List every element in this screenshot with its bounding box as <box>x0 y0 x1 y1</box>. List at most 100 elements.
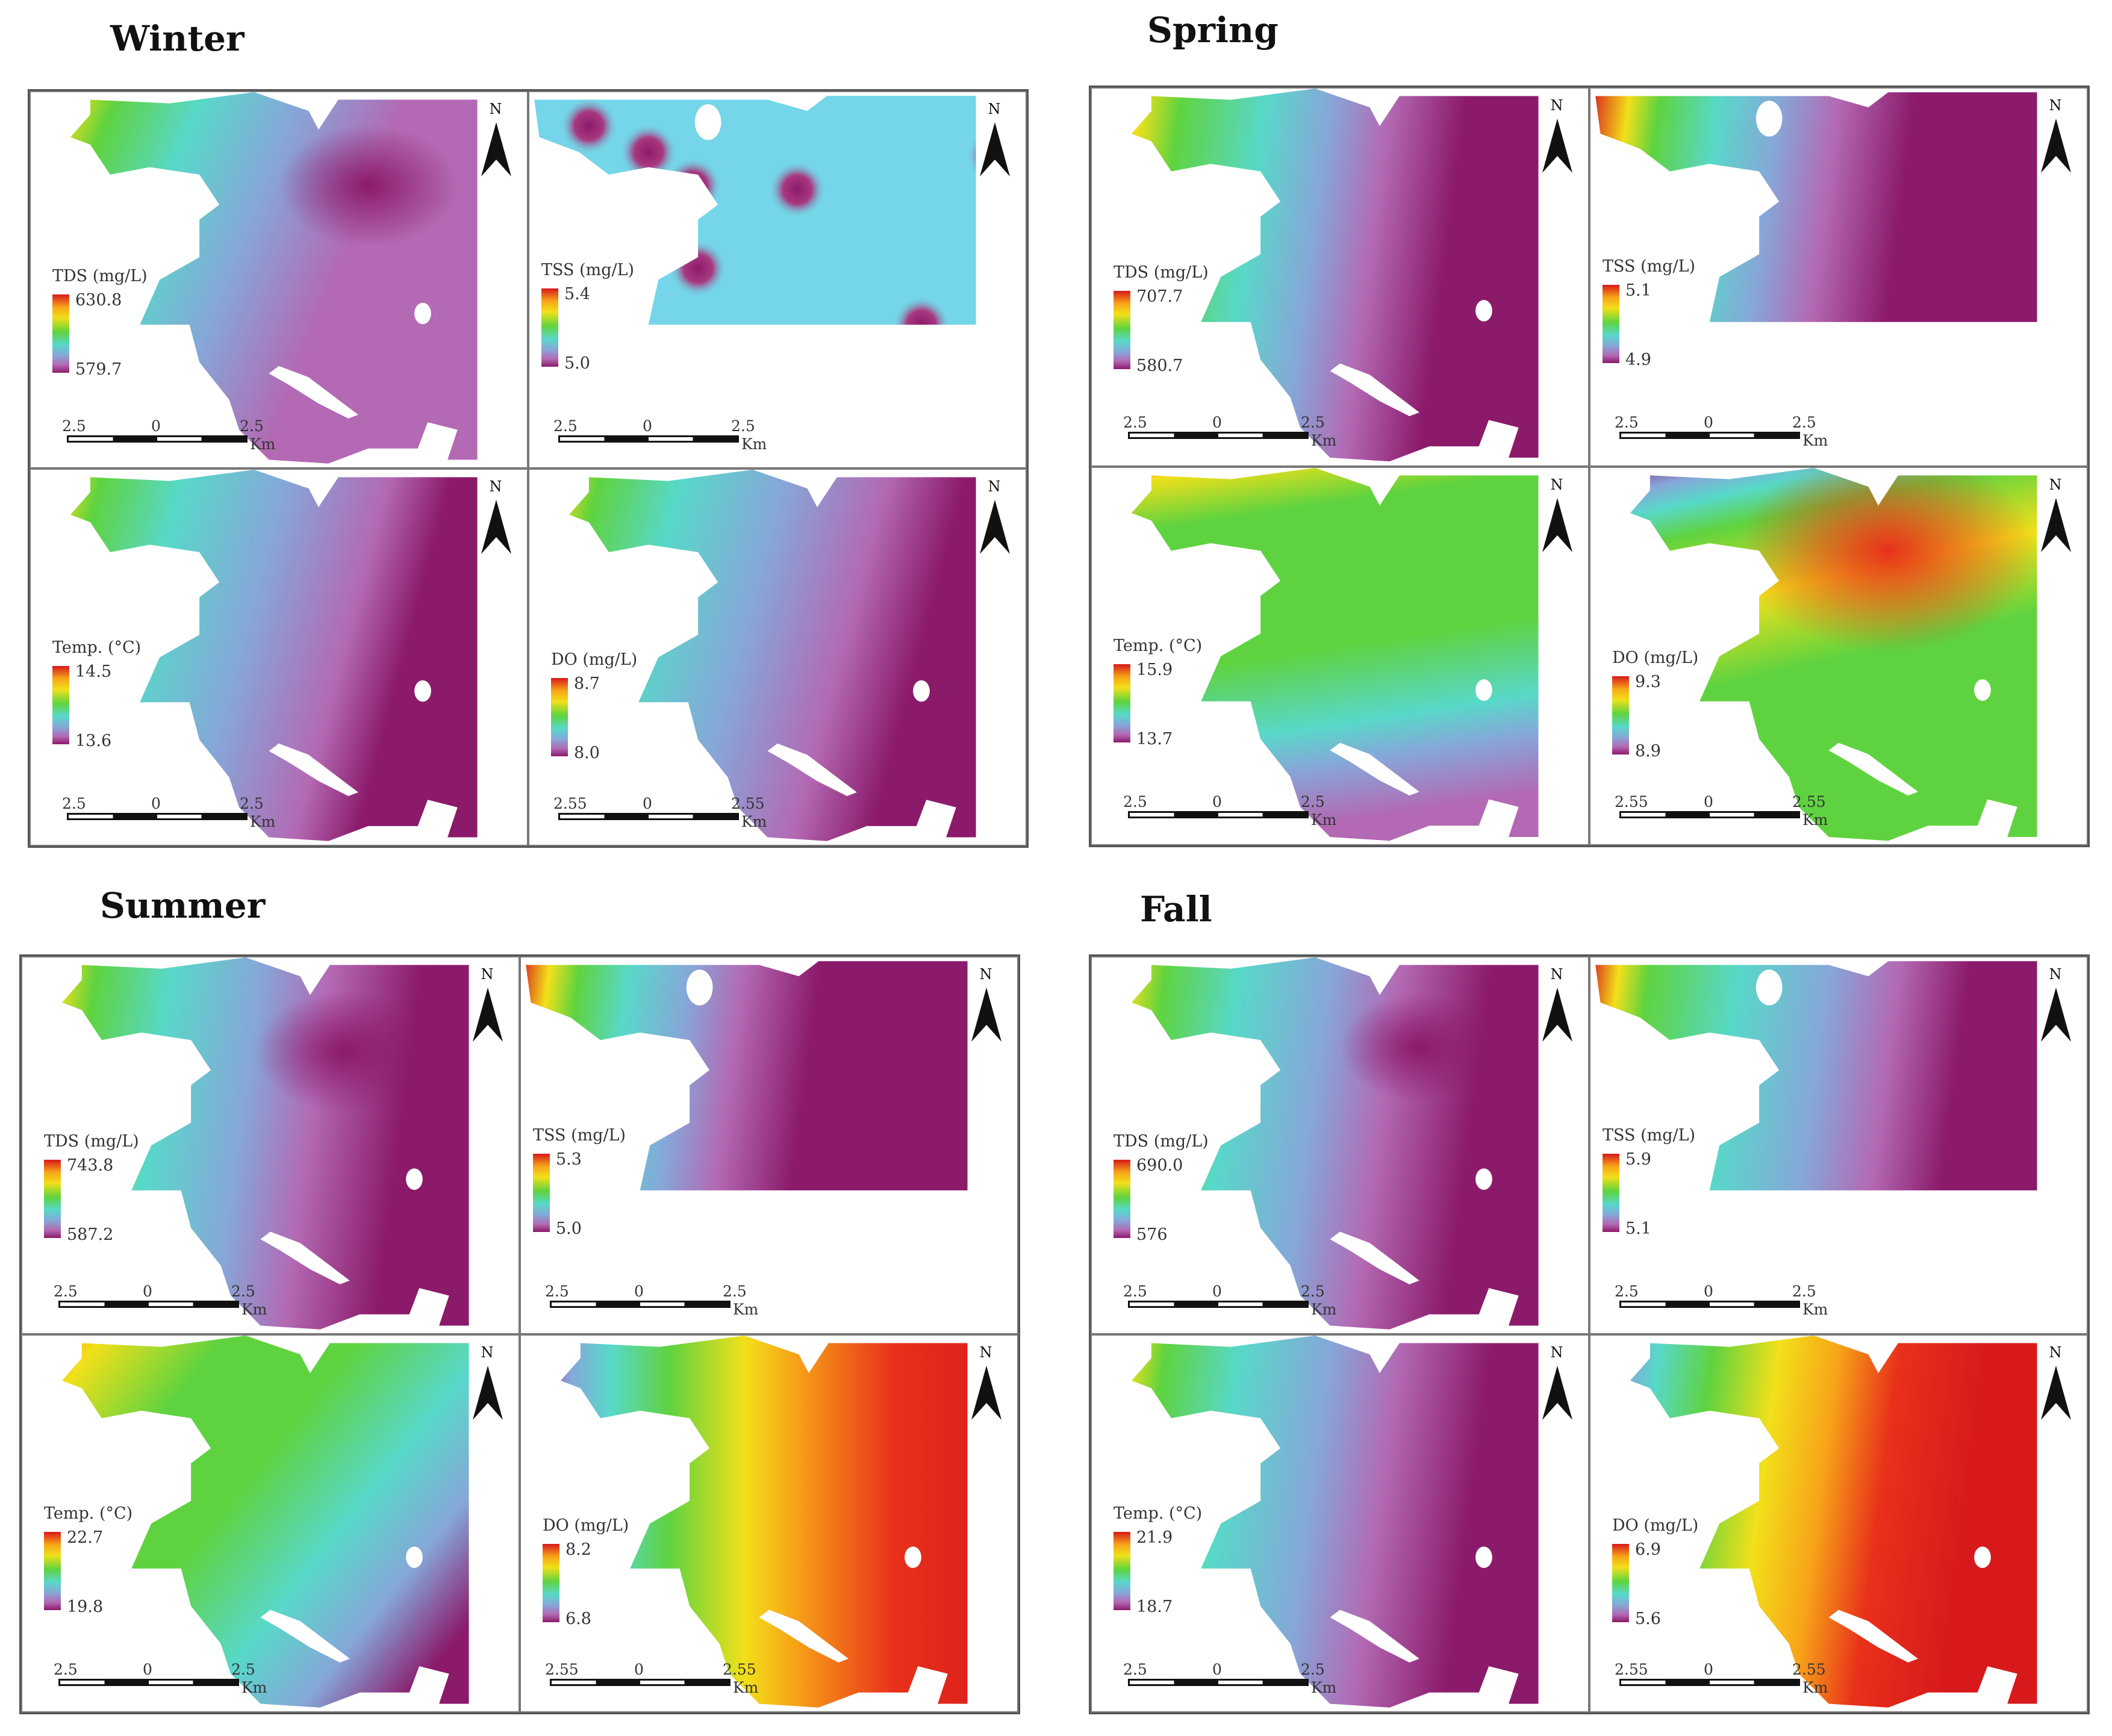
scale-mid-label: 0 <box>1704 414 1713 431</box>
island <box>269 366 358 419</box>
scale-unit: Km <box>733 1679 759 1696</box>
scale-left-label: 2.5 <box>1615 414 1639 431</box>
scale-bar-graphic <box>67 435 248 443</box>
map-panel-summer-tss: TSS (mg/L) 5.3 5.0 2.5 0 2.5 Km N <box>520 956 1018 1334</box>
legend-title: TSS (mg/L) <box>541 261 635 279</box>
scale-right-label: 2.5 <box>231 1661 255 1678</box>
scale-unit: Km <box>1311 1679 1337 1696</box>
scale-unit: Km <box>741 813 767 830</box>
scale-mid-label: 0 <box>151 795 161 812</box>
island <box>1828 742 1918 795</box>
north-arrow: N <box>478 101 514 191</box>
island <box>414 680 431 702</box>
color-ramp <box>551 678 568 756</box>
color-ramp <box>1114 1532 1130 1610</box>
scale-right-label: 2.5 <box>1792 414 1816 431</box>
scale-mid-label: 0 <box>1704 792 1713 810</box>
scale-mid-label: 0 <box>643 795 652 812</box>
scale-unit: Km <box>1802 1679 1828 1696</box>
map-panel-spring-tss: TSS (mg/L) 5.1 4.9 2.5 0 2.5 Km N <box>1589 87 2088 467</box>
scale-left-label: 2.5 <box>62 417 86 435</box>
legend-title: Temp. (°C) <box>1114 1504 1203 1523</box>
scale-bar-graphic <box>550 1679 730 1686</box>
scale-right-label: 2.5 <box>1301 792 1325 810</box>
scale-right-label: 2.5 <box>231 1283 255 1300</box>
north-arrow: N <box>2037 97 2073 187</box>
legend-max: 8.2 <box>565 1540 591 1559</box>
north-arrow-icon <box>971 988 1001 1042</box>
legend-min: 5.0 <box>564 354 590 373</box>
map-panel-spring-do: DO (mg/L) 9.3 8.9 2.55 0 2.55 Km N <box>1589 466 2088 845</box>
legend-max: 22.7 <box>67 1528 104 1547</box>
legend-title: Temp. (°C) <box>1114 636 1203 655</box>
north-arrow-icon <box>980 500 1010 554</box>
map-panel-winter-temp: Temp. (°C) 14.5 13.6 2.5 0 2.5 Km N <box>30 468 528 846</box>
legend-title: TSS (mg/L) <box>533 1126 626 1145</box>
legend: TSS (mg/L) 5.1 4.9 <box>1603 257 1695 369</box>
scale-right-label: 2.5 <box>240 795 264 812</box>
legend: TDS (mg/L) 743.8 587.2 <box>44 1132 139 1244</box>
island <box>1330 363 1419 417</box>
interpolation-map <box>1131 957 1539 1330</box>
island <box>1330 1231 1419 1284</box>
scale-unit: Km <box>241 1679 267 1696</box>
scale-bar: 2.5 0 2.5 Km <box>1123 414 1340 450</box>
north-arrow-icon <box>1542 1366 1572 1420</box>
scale-bar: 2.5 0 2.5 Km <box>62 417 279 453</box>
scale-left-label: 2.5 <box>1123 414 1147 431</box>
color-ramp <box>541 288 558 367</box>
legend: Temp. (°C) 15.9 13.7 <box>1114 636 1203 748</box>
legend: Temp. (°C) 14.5 13.6 <box>52 638 141 750</box>
interpolation-map <box>526 961 968 1190</box>
legend-min: 579.7 <box>75 360 122 379</box>
north-arrow-icon <box>2041 1366 2071 1420</box>
island <box>905 1546 921 1568</box>
legend-title: DO (mg/L) <box>551 650 638 669</box>
legend: DO (mg/L) 8.2 6.8 <box>543 1516 629 1628</box>
island <box>913 680 930 702</box>
scale-bar-graphic <box>1619 432 1800 439</box>
north-label: N <box>1550 966 1563 983</box>
north-arrow: N <box>976 478 1012 568</box>
north-label: N <box>2049 966 2062 983</box>
map-panel-fall-temp: Temp. (°C) 21.9 18.7 2.5 0 2.5 Km N <box>1091 1334 1589 1713</box>
scale-bar: 2.5 0 2.5 Km <box>54 1661 270 1697</box>
scale-mid-label: 0 <box>1212 792 1222 810</box>
legend-max: 707.7 <box>1136 287 1183 306</box>
legend: DO (mg/L) 8.7 8.0 <box>551 650 638 762</box>
legend: Temp. (°C) 22.7 19.8 <box>44 1504 132 1616</box>
season-title-spring: Spring <box>1147 10 1279 51</box>
color-ramp <box>543 1544 559 1622</box>
scale-unit: Km <box>250 435 276 453</box>
legend: DO (mg/L) 6.9 5.6 <box>1612 1516 1698 1628</box>
legend-max: 9.3 <box>1635 672 1661 691</box>
legend-title: TSS (mg/L) <box>1603 1126 1696 1145</box>
map-panel-spring-tds: TDS (mg/L) 707.7 580.7 2.5 0 2.5 Km N <box>1091 87 1589 467</box>
map-panel-summer-temp: Temp. (°C) 22.7 19.8 2.5 0 2.5 Km N <box>21 1334 520 1713</box>
scale-mid-label: 0 <box>143 1661 152 1678</box>
legend-min: 6.8 <box>565 1610 591 1628</box>
map-panel-spring-temp: Temp. (°C) 15.9 13.7 2.5 0 2.5 Km N <box>1091 466 1589 845</box>
north-label: N <box>489 478 502 495</box>
island <box>269 743 358 797</box>
scale-mid-label: 0 <box>643 417 652 435</box>
map-panel-summer-do: DO (mg/L) 8.2 6.8 2.55 0 2.55 Km N <box>520 1334 1018 1713</box>
interpolation-map <box>61 1336 469 1708</box>
scale-mid-label: 0 <box>143 1283 152 1300</box>
legend: TDS (mg/L) 707.7 580.7 <box>1114 263 1209 375</box>
scale-right-label: 2.5 <box>1792 1283 1816 1300</box>
scale-bar-graphic <box>558 435 739 443</box>
season-box-winter: TDS (mg/L) 630.8 579.7 2.5 0 2.5 Km N TSS (mg/L)… <box>28 89 1029 848</box>
north-arrow: N <box>2037 1344 2073 1434</box>
north-arrow-icon <box>473 988 503 1042</box>
scale-left-label: 2.5 <box>545 1283 569 1300</box>
legend: TDS (mg/L) 630.8 579.7 <box>52 267 148 379</box>
scale-left-label: 2.55 <box>1615 1661 1648 1678</box>
season-box-spring: TDS (mg/L) 707.7 580.7 2.5 0 2.5 Km N TSS (mg/L)… <box>1089 86 2090 847</box>
color-ramp <box>1603 285 1619 363</box>
map-panel-fall-tss: TSS (mg/L) 5.9 5.1 2.5 0 2.5 Km N <box>1589 956 2088 1334</box>
interpolation-map <box>560 1336 968 1708</box>
scale-left-label: 2.55 <box>553 795 587 812</box>
north-arrow: N <box>478 478 514 568</box>
legend-min: 587.2 <box>67 1225 114 1244</box>
